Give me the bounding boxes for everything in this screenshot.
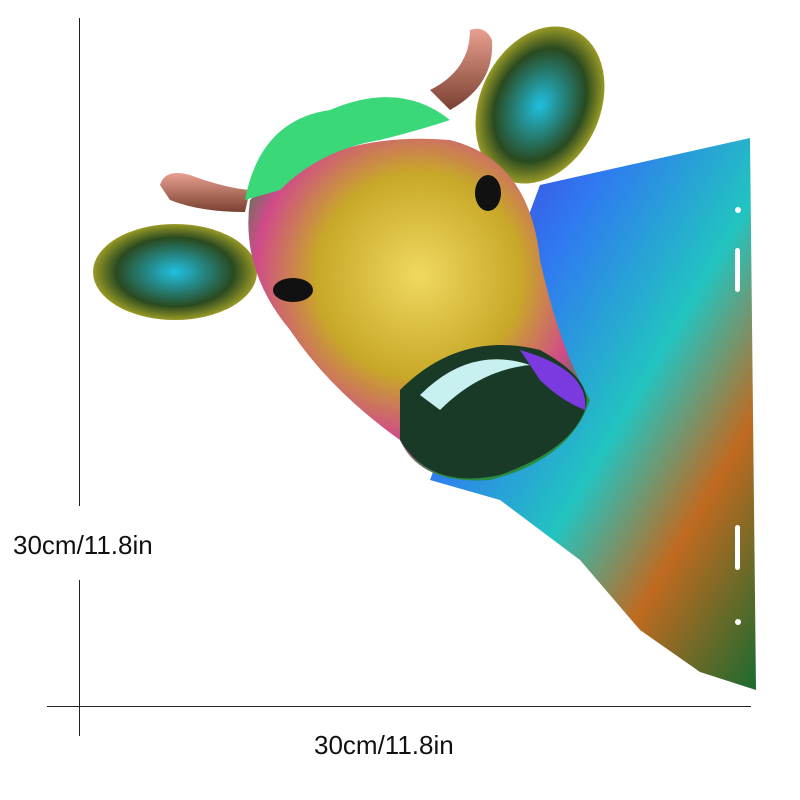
muzzle-highlight — [420, 359, 530, 410]
mount-hole — [735, 207, 741, 213]
width-label: 30cm/11.8in — [314, 730, 454, 760]
right-horn — [430, 28, 493, 110]
height-label: 30cm/11.8in — [13, 530, 153, 560]
left-ear — [93, 224, 257, 320]
right-eye — [475, 175, 501, 211]
width-dimension-line — [47, 706, 751, 707]
muzzle-purple — [520, 350, 586, 410]
mount-slot-top — [735, 248, 740, 292]
mount-hole — [735, 619, 741, 625]
left-eye — [273, 278, 313, 302]
height-dimension-line-top — [79, 18, 80, 506]
right-ear — [475, 26, 605, 184]
height-dimension-line-bottom — [79, 580, 80, 736]
hair-tuft — [245, 97, 450, 200]
mount-slot-bottom — [735, 525, 740, 570]
left-horn — [160, 172, 250, 212]
